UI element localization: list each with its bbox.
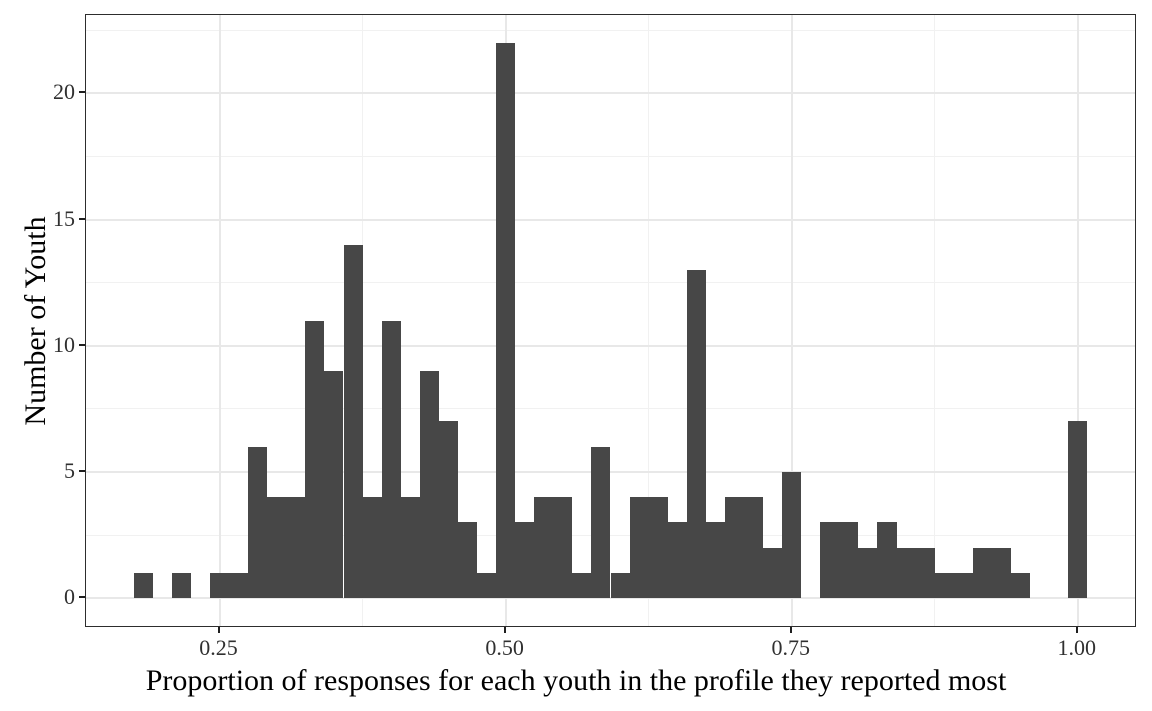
histogram-bar: [572, 572, 591, 599]
histogram-bar: [172, 572, 191, 599]
gridline-y-minor: [86, 534, 1135, 536]
histogram-bar: [229, 572, 248, 599]
histogram-bar: [839, 522, 858, 599]
y-axis-tick: [79, 343, 85, 346]
gridline-x-major: [218, 15, 221, 626]
y-axis-tick: [79, 469, 85, 472]
histogram-bar: [916, 547, 935, 599]
histogram-bar: [496, 42, 515, 599]
gridline-y-major: [86, 597, 1135, 600]
histogram-bar: [706, 522, 725, 599]
histogram-bar: [668, 522, 687, 599]
x-axis-tick: [789, 626, 792, 633]
histogram-bar: [553, 497, 572, 599]
gridline-y-minor: [86, 29, 1135, 31]
histogram-bar: [324, 370, 343, 599]
gridline-y-minor: [86, 155, 1135, 157]
histogram-bar: [630, 497, 649, 599]
histogram-bar: [649, 497, 668, 599]
x-tick-label: 0.25: [199, 635, 238, 660]
gridline-x-major: [1076, 15, 1079, 626]
y-tick-label: 10: [53, 331, 75, 357]
gridline-y-minor: [86, 282, 1135, 284]
histogram-bar: [401, 497, 420, 599]
histogram-bar: [344, 244, 363, 599]
y-tick-label: 0: [64, 584, 75, 610]
histogram-bar: [935, 572, 954, 599]
histogram-bar: [134, 572, 153, 599]
histogram-bar: [973, 547, 992, 599]
plot-panel: [85, 14, 1136, 627]
y-axis-tick: [79, 217, 85, 220]
histogram-bar: [820, 522, 839, 599]
y-axis-title: Number of Youth: [19, 216, 52, 426]
histogram-bar: [439, 421, 458, 599]
histogram-bar: [858, 547, 878, 599]
histogram-bar: [782, 471, 801, 599]
histogram-bar: [725, 497, 744, 599]
histogram-bar: [477, 572, 496, 599]
gridline-y-major: [86, 218, 1135, 221]
y-axis-tick: [79, 596, 85, 599]
histogram-bar: [1068, 421, 1087, 599]
histogram-bar: [458, 522, 477, 599]
gridline-x-minor: [648, 15, 650, 626]
histogram-bar: [897, 547, 916, 599]
histogram-bar: [420, 370, 439, 599]
histogram-bar: [248, 446, 267, 599]
histogram-bar: [305, 320, 324, 599]
y-axis-tick: [79, 91, 85, 94]
histogram-bar: [992, 547, 1011, 599]
histogram-bar: [286, 497, 305, 599]
histogram-bar: [363, 497, 382, 599]
x-tick-label: 1.00: [1057, 635, 1097, 660]
x-tick-label: 0.50: [485, 635, 524, 660]
gridline-y-minor: [86, 408, 1135, 410]
gridline-y-major: [86, 344, 1135, 347]
histogram-bar: [954, 572, 973, 599]
x-axis-title: Proportion of responses for each youth i…: [145, 664, 1007, 697]
x-axis-tick: [217, 626, 220, 633]
x-axis-tick: [1075, 626, 1078, 633]
histogram-bar: [382, 320, 401, 599]
y-tick-label: 20: [53, 79, 75, 105]
histogram-bar: [877, 522, 897, 599]
x-tick-label: 0.75: [771, 635, 810, 660]
x-axis-tick: [503, 626, 506, 633]
histogram-bar: [534, 497, 553, 599]
histogram-bar: [763, 547, 782, 599]
gridline-y-major: [86, 470, 1135, 473]
histogram-bar: [611, 572, 630, 599]
y-tick-label: 5: [64, 457, 75, 483]
gridline-y-major: [86, 92, 1135, 95]
gridline-x-major: [790, 15, 793, 626]
histogram-bar: [267, 497, 286, 599]
histogram-bar: [687, 270, 706, 599]
histogram-bar: [1011, 572, 1030, 599]
histogram-bar: [591, 446, 610, 599]
histogram-bar: [515, 522, 534, 599]
gridline-x-minor: [934, 15, 936, 626]
y-tick-label: 15: [53, 205, 75, 231]
histogram-bar: [744, 497, 763, 599]
histogram-bar: [210, 572, 229, 599]
